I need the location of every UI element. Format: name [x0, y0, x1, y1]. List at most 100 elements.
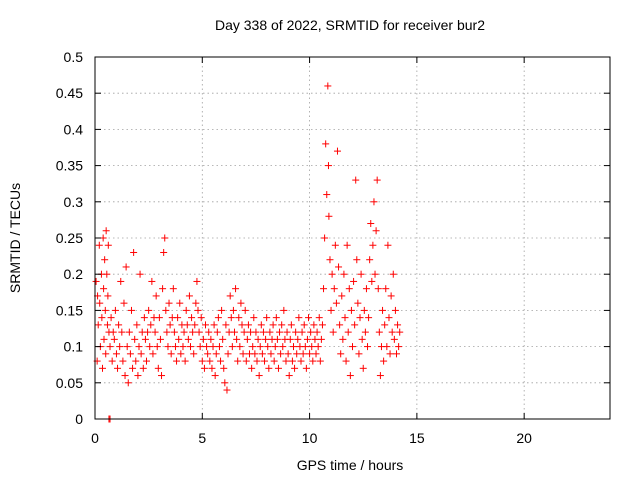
- data-point: [328, 270, 336, 278]
- data-point: [181, 357, 189, 365]
- y-tick-label: 0.25: [56, 230, 83, 246]
- data-point: [269, 321, 277, 329]
- data-point: [233, 335, 241, 343]
- data-point: [361, 328, 369, 336]
- data-point: [206, 357, 214, 365]
- data-point: [122, 263, 130, 271]
- y-tick-label: 0.5: [64, 49, 84, 65]
- data-point: [227, 314, 235, 322]
- data-point: [191, 321, 199, 329]
- data-point: [271, 343, 279, 351]
- data-point: [169, 285, 177, 293]
- data-point: [106, 343, 114, 351]
- data-point: [207, 335, 215, 343]
- data-point: [188, 314, 196, 322]
- data-point: [137, 350, 145, 358]
- data-point: [323, 191, 331, 199]
- data-point: [214, 314, 222, 322]
- data-point: [340, 270, 348, 278]
- data-point: [306, 350, 314, 358]
- data-point: [102, 227, 110, 235]
- data-point: [110, 335, 118, 343]
- data-point: [313, 328, 321, 336]
- data-point: [248, 364, 256, 372]
- data-point: [293, 350, 301, 358]
- data-point: [101, 306, 109, 314]
- y-tick-label: 0.1: [64, 339, 84, 355]
- data-point: [152, 292, 160, 300]
- data-point: [177, 350, 185, 358]
- data-point: [351, 321, 359, 329]
- data-point: [352, 176, 360, 184]
- chart-title: Day 338 of 2022, SRMTID for receiver bur…: [215, 17, 485, 33]
- data-point: [228, 343, 236, 351]
- data-point: [119, 357, 127, 365]
- y-tick-label: 0.05: [56, 375, 83, 391]
- data-point: [195, 328, 203, 336]
- data-point: [327, 306, 335, 314]
- data-point: [218, 306, 226, 314]
- y-tick-label: 0.3: [64, 194, 84, 210]
- data-point: [111, 306, 119, 314]
- data-point: [390, 335, 398, 343]
- data-point: [164, 343, 172, 351]
- data-point: [130, 248, 138, 256]
- data-point: [229, 306, 237, 314]
- data-point: [103, 321, 111, 329]
- data-point: [252, 328, 260, 336]
- data-point: [279, 343, 287, 351]
- data-point: [309, 357, 317, 365]
- data-point: [133, 321, 141, 329]
- data-point: [317, 335, 325, 343]
- data-point: [332, 299, 340, 307]
- data-point: [132, 357, 140, 365]
- data-point: [365, 314, 373, 322]
- data-point: [185, 292, 193, 300]
- data-point: [107, 314, 115, 322]
- data-point: [123, 343, 131, 351]
- data-point: [162, 306, 170, 314]
- data-point: [96, 299, 104, 307]
- data-point: [291, 364, 299, 372]
- data-point: [104, 292, 112, 300]
- data-point: [301, 343, 309, 351]
- data-point: [170, 328, 178, 336]
- data-point: [273, 335, 281, 343]
- data-point: [324, 162, 332, 170]
- data-point: [384, 241, 392, 249]
- data-point: [320, 285, 328, 293]
- data-point: [373, 176, 381, 184]
- data-point: [264, 343, 272, 351]
- data-point: [368, 277, 376, 285]
- data-point: [325, 212, 333, 220]
- data-point: [343, 241, 351, 249]
- data-point: [385, 314, 393, 322]
- data-point: [101, 256, 109, 264]
- data-point: [153, 343, 161, 351]
- data-point: [219, 335, 227, 343]
- data-point: [202, 321, 210, 329]
- data-point: [215, 343, 223, 351]
- data-point: [337, 350, 345, 358]
- data-point: [256, 343, 264, 351]
- data-point: [272, 314, 280, 322]
- data-point: [166, 321, 174, 329]
- data-point: [121, 372, 129, 380]
- data-point: [230, 328, 238, 336]
- data-point: [367, 220, 375, 228]
- data-point: [324, 82, 332, 90]
- data-point: [344, 328, 352, 336]
- data-point: [125, 328, 133, 336]
- x-tick-label: 0: [91, 430, 99, 446]
- data-point: [176, 299, 184, 307]
- data-point: [126, 350, 134, 358]
- data-point: [242, 357, 250, 365]
- data-point: [380, 357, 388, 365]
- data-point: [357, 270, 365, 278]
- data-point: [284, 350, 292, 358]
- data-point: [389, 270, 397, 278]
- data-point: [140, 314, 148, 322]
- data-point: [232, 285, 240, 293]
- data-point: [118, 328, 126, 336]
